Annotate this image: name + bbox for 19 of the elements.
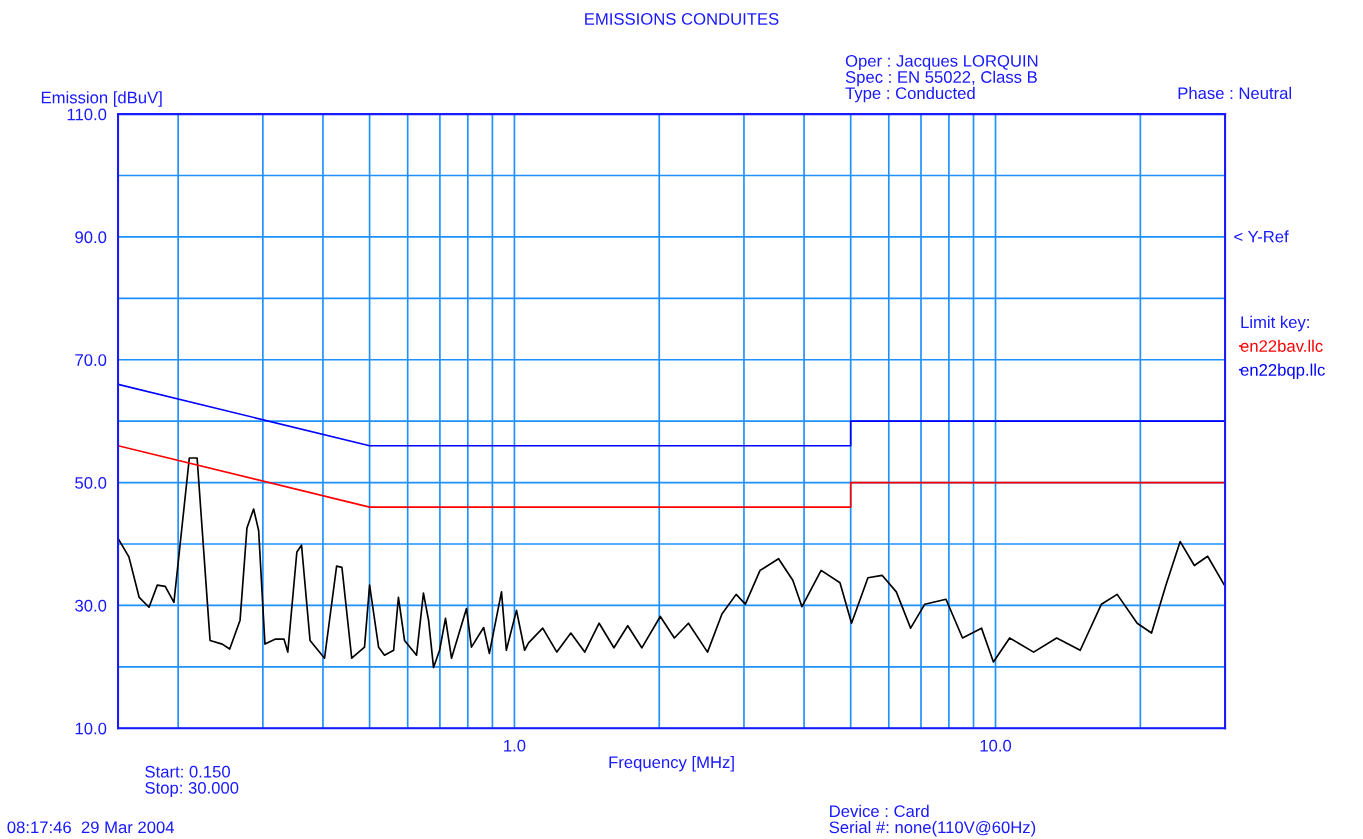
legend-title: Limit key: xyxy=(1241,315,1309,332)
y-tick-label: 10.0 xyxy=(75,722,107,735)
text: Start: 0.150 Stop: 30.000 xyxy=(145,765,239,798)
text: Device : Card Serial #: none(110V@60Hz) xyxy=(829,804,1036,837)
y-tick-label: 70.0 xyxy=(75,354,107,366)
text: Oper : Jacques LORQUIN Spec : EN 55022, Class B Type : Conducted xyxy=(845,54,1038,103)
legend-label: en22bav.llc xyxy=(1240,339,1323,352)
text: < Y-Ref xyxy=(1234,230,1289,243)
y-axis-title: Emission [dBuV] xyxy=(41,91,162,107)
text: 08:17:46 29 Mar 2004 xyxy=(7,821,175,834)
x-tick-label: 1.0 xyxy=(504,739,526,752)
x-axis-title: Frequency [MHz] xyxy=(609,755,734,772)
y-tick-label: 50.0 xyxy=(75,476,107,489)
y-tick-label: 110.0 xyxy=(67,108,107,121)
chart-title: EMISSIONS CONDUITES xyxy=(585,13,779,25)
y-tick-label: 90.0 xyxy=(75,231,107,244)
y-tick-label: 30.0 xyxy=(75,599,107,612)
legend-label: en22bqp.llc xyxy=(1240,363,1325,380)
text: Phase : Neutral xyxy=(1178,86,1292,100)
